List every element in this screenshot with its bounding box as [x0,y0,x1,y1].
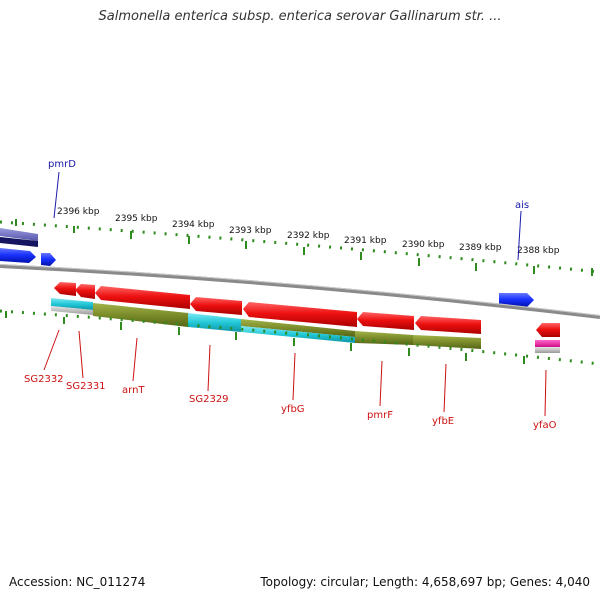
forward-gene-pmrD-arrow[interactable] [0,248,36,263]
cog-segment-olive[interactable] [241,319,355,337]
forward-gene-purple[interactable] [0,228,38,241]
bottom-gene-labels: SG2332 SG2331 arnT SG2329 yfbG pmrF yfbE… [24,329,557,431]
upper-tick-track [0,219,600,276]
kbp-label: 2395 kbp [115,214,158,224]
kbp-label: 2389 kbp [459,243,502,253]
reverse-gene-yfaO[interactable] [536,323,560,337]
forward-gene-ais-arrow[interactable] [499,293,534,307]
genome-backbone [0,264,600,319]
kbp-label: 2390 kbp [402,240,445,250]
cog-segment-gray[interactable] [51,306,93,315]
forward-gene-navy[interactable] [0,237,38,247]
kbp-label: 2393 kbp [229,226,272,236]
accession-text: Accession: NC_011274 [9,575,146,589]
lower-tick-track [0,309,600,366]
reverse-gene-pmrF[interactable] [357,312,414,330]
forward-strand-features [0,228,534,307]
gene-label-SG2332[interactable]: SG2332 [24,374,64,385]
gene-label-pmrD[interactable]: pmrD [48,159,76,170]
gene-label-yfbE[interactable]: yfbE [432,416,454,427]
cog-segment-olive[interactable] [355,331,413,345]
cog-segment-olive[interactable] [413,335,481,349]
reverse-gene-SG2329[interactable] [190,297,242,315]
top-gene-labels: pmrD ais [48,159,529,261]
kbp-label: 2388 kbp [517,246,560,256]
gene-label-yfbG[interactable]: yfbG [281,404,305,415]
cog-segment-cyan[interactable] [188,313,241,332]
forward-gene-arrow[interactable] [41,253,56,266]
reverse-gene-arnT[interactable] [95,286,190,309]
map-title: Salmonella enterica subsp. enterica sero… [98,9,502,24]
cog-segment-olive[interactable] [93,303,188,327]
gene-label-SG2329[interactable]: SG2329 [189,394,229,405]
cog-category-band [51,298,560,353]
reverse-gene-SG2331[interactable] [75,284,95,299]
reverse-gene-yfbG[interactable] [243,302,357,327]
kbp-label: 2392 kbp [287,231,330,241]
cog-segment-pink[interactable] [535,340,560,347]
gene-label-arnT[interactable]: arnT [122,385,145,396]
kbp-label: 2391 kbp [344,236,387,246]
gene-label-yfaO[interactable]: yfaO [533,420,557,431]
gene-label-pmrF[interactable]: pmrF [367,410,393,421]
reverse-gene-yfbE[interactable] [415,316,481,334]
kbp-label: 2394 kbp [172,220,215,230]
reverse-strand-genes [54,282,560,337]
gene-label-SG2331[interactable]: SG2331 [66,381,106,392]
gene-label-ais[interactable]: ais [515,200,529,211]
genome-summary-text: Topology: circular; Length: 4,658,697 bp… [260,575,590,589]
kbp-scale-labels: 2396 kbp 2395 kbp 2394 kbp 2393 kbp 2392… [57,207,560,256]
kbp-label: 2396 kbp [57,207,100,217]
reverse-gene-SG2332[interactable] [54,282,76,296]
cog-segment-gray[interactable] [535,347,560,353]
